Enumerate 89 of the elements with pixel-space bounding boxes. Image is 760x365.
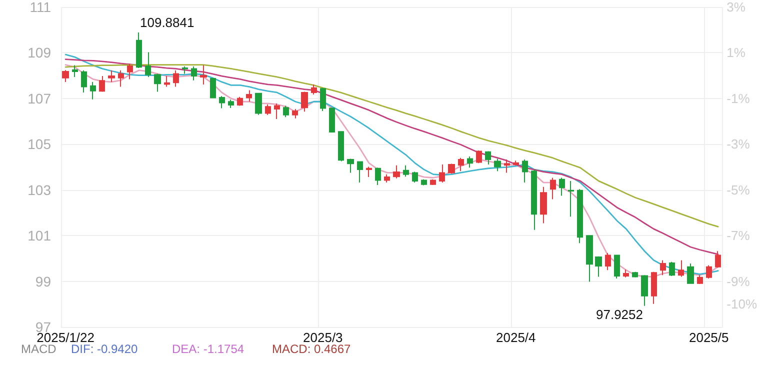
candlestick bbox=[467, 156, 473, 168]
y-tick-label: 105 bbox=[28, 136, 52, 152]
candlestick bbox=[118, 70, 124, 88]
candlestick bbox=[641, 274, 648, 306]
candlestick bbox=[494, 158, 501, 172]
candlestick bbox=[568, 180, 574, 218]
candlestick bbox=[338, 131, 344, 162]
candlestick bbox=[476, 150, 482, 164]
candlestick bbox=[605, 252, 611, 271]
candlestick bbox=[154, 73, 161, 92]
candlestick bbox=[669, 261, 675, 277]
candlestick bbox=[255, 92, 262, 116]
candlestick bbox=[228, 99, 234, 109]
candlestick bbox=[366, 166, 372, 178]
candlestick bbox=[586, 235, 593, 282]
candlestick bbox=[559, 177, 565, 196]
candlestick bbox=[108, 70, 115, 82]
text: MACD: 0.4667 bbox=[272, 342, 352, 356]
y-tick-label: 99 bbox=[35, 273, 52, 290]
candlestick bbox=[182, 66, 188, 74]
candlestick bbox=[173, 70, 179, 88]
annotation: 97.9252 bbox=[596, 307, 643, 322]
candlestick bbox=[72, 64, 78, 78]
candlestick bbox=[90, 81, 96, 100]
candlestick bbox=[412, 171, 418, 184]
candlestick bbox=[136, 32, 142, 69]
candlestick bbox=[375, 167, 381, 186]
candlestick bbox=[200, 64, 207, 85]
y-tick-label: 107 bbox=[28, 90, 52, 106]
candlestick bbox=[660, 260, 666, 276]
candlestick bbox=[485, 150, 491, 165]
candlestick bbox=[99, 76, 105, 92]
candlestick bbox=[697, 274, 703, 285]
candlestick bbox=[403, 164, 409, 178]
candlestick bbox=[550, 177, 556, 200]
text: DEA: -1.1754 bbox=[172, 342, 244, 356]
candlestick bbox=[292, 108, 298, 119]
y-tick-label: 103 bbox=[28, 182, 52, 198]
x-tick-label: 2025/5 bbox=[688, 330, 729, 345]
candlestick bbox=[357, 160, 363, 184]
candlestick bbox=[347, 158, 354, 174]
y-tick-label: 111 bbox=[30, 0, 52, 15]
candlestick bbox=[329, 107, 335, 133]
text: DIF: -0.9420 bbox=[71, 342, 138, 356]
y-tick-label: 109 bbox=[28, 44, 52, 61]
x-tick-label: 2025/4 bbox=[496, 330, 536, 345]
candlestick bbox=[614, 254, 620, 280]
candlestick bbox=[632, 271, 638, 278]
x-tick-label: 2025/3 bbox=[303, 330, 343, 345]
candlestick bbox=[384, 174, 390, 184]
candlestick bbox=[595, 256, 602, 278]
candlestick bbox=[283, 105, 289, 118]
candlestick bbox=[62, 70, 69, 82]
line-series bbox=[64, 64, 719, 228]
candlestick bbox=[651, 271, 657, 304]
candlestick bbox=[265, 104, 271, 116]
annotation: 109.8841 bbox=[140, 15, 194, 30]
text: MACD bbox=[21, 342, 57, 356]
candlestick bbox=[127, 63, 133, 80]
y-tick-label: 101 bbox=[28, 228, 52, 244]
candlestick bbox=[219, 96, 225, 109]
candlestick bbox=[687, 262, 694, 284]
candlestick bbox=[430, 178, 436, 186]
candlestick bbox=[164, 76, 170, 88]
candlestick bbox=[421, 178, 427, 186]
candlestick bbox=[706, 264, 712, 280]
candlestick bbox=[301, 91, 308, 112]
candlestick bbox=[577, 188, 583, 244]
candlestick bbox=[513, 160, 519, 166]
candlestick bbox=[81, 70, 87, 93]
candlestick bbox=[320, 87, 326, 112]
candlestick bbox=[311, 84, 317, 96]
candlestick bbox=[246, 90, 252, 102]
candlestick bbox=[210, 77, 216, 98]
candlestick bbox=[623, 269, 629, 278]
candlestick bbox=[237, 96, 243, 106]
candlestick bbox=[522, 158, 528, 184]
candlestick bbox=[540, 186, 547, 224]
candlestick bbox=[458, 157, 464, 172]
candlestick bbox=[145, 52, 151, 78]
candlestick bbox=[393, 164, 400, 179]
candlestick bbox=[531, 169, 537, 230]
candlestick bbox=[274, 102, 280, 120]
candlestick bbox=[191, 66, 197, 81]
candlestick bbox=[439, 164, 445, 184]
candlestick bbox=[504, 158, 510, 174]
candlestick bbox=[448, 163, 455, 174]
candlestick bbox=[715, 250, 721, 268]
candlestick bbox=[678, 260, 684, 278]
